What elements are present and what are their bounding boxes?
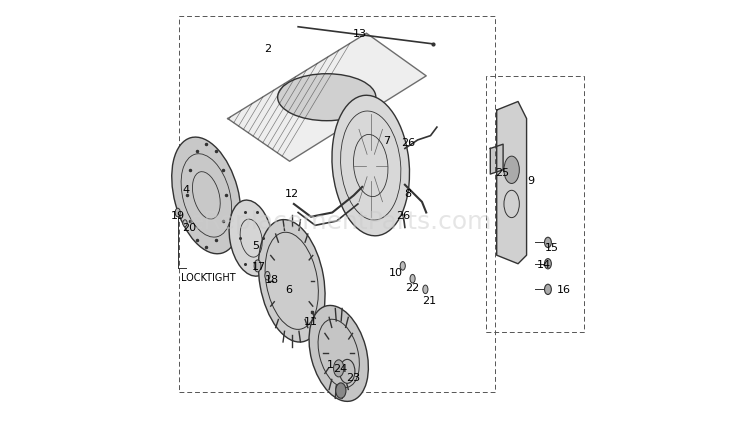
Ellipse shape — [544, 238, 551, 248]
Text: 6: 6 — [285, 285, 292, 295]
Polygon shape — [339, 388, 345, 393]
Text: 8: 8 — [405, 189, 412, 199]
Text: 17: 17 — [252, 261, 266, 271]
Text: 24: 24 — [333, 363, 347, 374]
Text: 14: 14 — [536, 259, 550, 269]
Text: 9: 9 — [527, 176, 535, 186]
Text: 5: 5 — [252, 240, 259, 250]
Text: 7: 7 — [383, 135, 391, 146]
Ellipse shape — [309, 306, 368, 401]
Text: 12: 12 — [285, 189, 298, 199]
Polygon shape — [228, 34, 426, 162]
Ellipse shape — [172, 138, 241, 254]
Ellipse shape — [334, 360, 344, 377]
Polygon shape — [490, 145, 503, 175]
Ellipse shape — [259, 220, 325, 342]
Ellipse shape — [278, 75, 376, 121]
Text: 19: 19 — [171, 210, 184, 220]
Text: eReplacementParts.com: eReplacementParts.com — [189, 210, 493, 233]
Ellipse shape — [544, 259, 551, 269]
Text: 4: 4 — [183, 184, 190, 195]
Ellipse shape — [410, 275, 416, 283]
Text: 18: 18 — [265, 274, 279, 284]
Text: LOCKTIGHT: LOCKTIGHT — [181, 272, 236, 282]
Ellipse shape — [400, 262, 405, 271]
Text: 15: 15 — [545, 242, 560, 252]
Polygon shape — [496, 102, 526, 264]
Ellipse shape — [183, 220, 187, 227]
Ellipse shape — [265, 272, 270, 280]
Text: 16: 16 — [556, 285, 571, 295]
Text: 10: 10 — [388, 268, 403, 278]
Text: 20: 20 — [182, 223, 196, 233]
Text: 25: 25 — [495, 167, 509, 178]
Ellipse shape — [504, 157, 519, 184]
Text: 26: 26 — [401, 138, 416, 148]
Ellipse shape — [332, 96, 410, 236]
Ellipse shape — [336, 383, 346, 398]
Ellipse shape — [544, 285, 551, 295]
Text: 13: 13 — [353, 29, 367, 39]
Text: 22: 22 — [406, 282, 420, 293]
Ellipse shape — [423, 285, 428, 294]
Ellipse shape — [254, 260, 261, 272]
Ellipse shape — [229, 201, 273, 276]
Ellipse shape — [176, 209, 180, 217]
Text: 23: 23 — [346, 372, 360, 382]
Text: 21: 21 — [422, 295, 436, 305]
Text: 11: 11 — [304, 317, 318, 327]
Text: 2: 2 — [264, 44, 271, 54]
Text: 26: 26 — [396, 210, 410, 220]
Ellipse shape — [340, 360, 355, 383]
Text: 1: 1 — [327, 359, 334, 369]
